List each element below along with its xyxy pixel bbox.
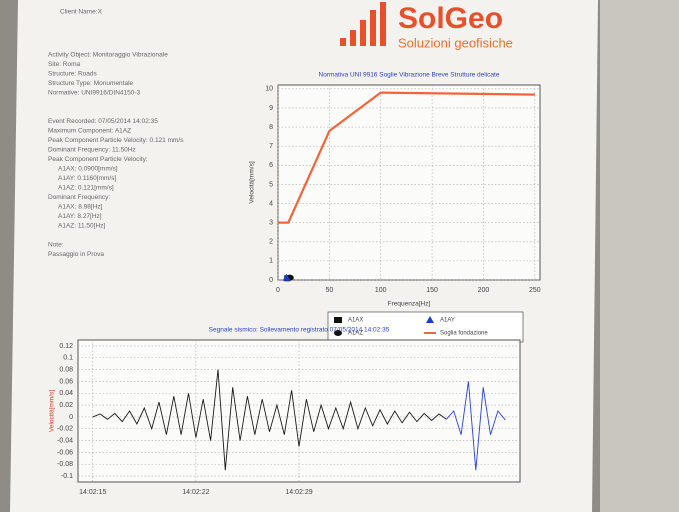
y-tick-label: 0.12 (59, 343, 73, 350)
y-tick-label: 3 (269, 219, 273, 226)
logo-tagline: Soluzioni geofisiche (398, 35, 513, 50)
info-line: Normative: UNI9916/DIN4150-3 (48, 90, 141, 97)
info-line: Passaggio in Prova (48, 251, 104, 258)
y-tick-label: 0.02 (59, 402, 73, 409)
info-line: Maximum Component: A1AZ (48, 128, 131, 135)
info-line: Dominant Frequency: (48, 194, 110, 201)
x-tick-label: 14:02:22 (182, 489, 209, 496)
y-tick-label: 6 (269, 162, 273, 169)
y-tick-label: -0.02 (57, 426, 73, 433)
y-tick-label: -0.1 (61, 473, 73, 480)
logo-bar (340, 38, 346, 46)
point (282, 273, 291, 281)
info-line: Peak Component Particle Velocity: (48, 156, 148, 163)
chart-title: Normativa UNI 9916 Soglie Vibrazione Bre… (319, 72, 500, 79)
logo-bar (370, 10, 376, 46)
x-tick-label: 150 (426, 287, 438, 294)
legend-label: A1AX (348, 318, 363, 324)
x-tick-label: 200 (478, 287, 490, 294)
x-axis-label: Frequenza[Hz] (388, 301, 431, 308)
y-tick-label: 9 (269, 105, 273, 112)
y-tick-label: -0.08 (57, 461, 73, 468)
legend-swatch (334, 317, 342, 323)
x-tick-label: 14:02:29 (285, 489, 312, 496)
x-tick-label: 0 (276, 287, 280, 294)
y-tick-label: -0.04 (57, 437, 73, 444)
info-line: Site: Roma (48, 61, 81, 68)
y-tick-label: 0.08 (59, 366, 73, 373)
info-line: A1AZ: 11.50[Hz] (58, 223, 105, 230)
info-line: Structure Type: Monumentale (48, 80, 134, 87)
x-tick-label: 14:02:15 (79, 489, 106, 496)
y-tick-label: 7 (269, 143, 273, 150)
info-line: A1AZ: 0.121[mm/s] (58, 185, 114, 192)
info-line: A1AY: 0.1160[mm/s] (58, 175, 116, 182)
info-line: Structure: Roads (48, 71, 98, 78)
series-line (445, 381, 506, 471)
legend-label: A1AY (440, 318, 455, 324)
y-tick-label: 2 (269, 239, 273, 246)
info-line: Activity Object: Monitoraggio Vibraziona… (48, 52, 168, 59)
info-line: Dominant Frequency: 11.50Hz (48, 147, 136, 154)
logo: SolGeo Soluzioni geofisiche (340, 2, 513, 50)
y-tick-label: 0 (269, 277, 273, 284)
logo-name: SolGeo (398, 2, 503, 35)
info-line: A1AX: 0.0900[mm/s] (58, 166, 118, 173)
y-tick-label: -0.06 (57, 449, 73, 456)
x-tick-label: 100 (375, 287, 387, 294)
logo-bar (350, 30, 356, 46)
series-line (92, 369, 447, 471)
info-line: A1AX: 8.98[Hz] (58, 204, 103, 211)
info-line: Event Recorded: 07/05/2014 14:02:35 (48, 118, 158, 125)
y-axis-label: Velocità[mm/s] (49, 390, 56, 432)
y-tick-label: 10 (265, 86, 273, 93)
plot-area (277, 84, 541, 281)
wall (600, 0, 679, 512)
client: Client Name:X (60, 9, 103, 16)
legend-swatch (426, 316, 434, 323)
x-tick-label: 250 (529, 287, 541, 294)
info-line: A1AY: 8.27[Hz] (58, 213, 102, 220)
logo-bar (360, 20, 366, 46)
y-axis-label: Velocità[mm/s] (249, 161, 256, 203)
y-tick-label: 5 (269, 181, 273, 188)
legend-label: A1AZ (348, 331, 363, 337)
y-tick-label: 1 (269, 258, 273, 265)
info-line: Note: (48, 242, 64, 249)
info-line: Peak Component Particle Velocity: 0.121 … (48, 137, 184, 144)
logo-bar (380, 2, 386, 46)
y-tick-label: 0.04 (59, 390, 73, 397)
y-tick-label: 0.1 (63, 355, 73, 362)
legend-label: Soglia fondazione (440, 331, 488, 337)
x-tick-label: 50 (325, 287, 333, 294)
series-line (278, 91, 535, 224)
y-tick-label: 8 (269, 124, 273, 131)
y-tick-label: 0 (69, 414, 73, 421)
y-tick-label: 4 (269, 200, 273, 207)
chart-title: Segnale sismico: Sollevamento registrato… (209, 327, 390, 334)
legend-swatch (334, 330, 342, 336)
y-tick-label: 0.06 (59, 378, 73, 385)
